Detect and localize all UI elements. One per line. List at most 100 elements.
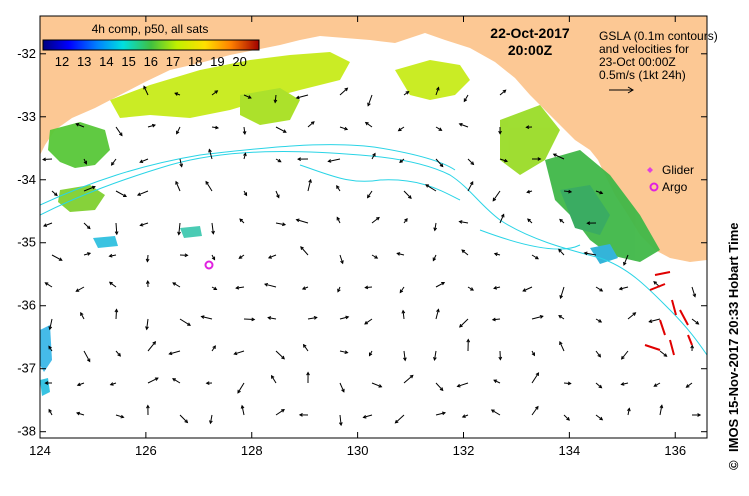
velocity-arrow: [146, 404, 150, 416]
argo-float-marker: [204, 260, 214, 270]
longitude-axis: 124 126 128 130 132 134 136: [29, 16, 686, 458]
velocity-arrow: [48, 345, 53, 352]
velocity-arrow: [264, 282, 277, 288]
velocity-arrow: [371, 216, 380, 224]
velocity-arrow: [76, 411, 85, 416]
lat-tick-label: -32: [17, 46, 36, 61]
velocity-arrow: [145, 280, 150, 288]
velocity-arrow: [467, 286, 475, 291]
velocity-arrow: [42, 157, 53, 162]
velocity-arrow: [233, 350, 245, 356]
velocity-arrow: [659, 404, 664, 416]
velocity-arrow: [433, 222, 438, 232]
velocity-arrow: [307, 121, 315, 128]
velocity-arrow: [179, 253, 189, 258]
velocity-arrow: [499, 158, 509, 163]
velocity-arrow: [339, 350, 349, 354]
velocity-arrow: [275, 126, 287, 133]
glider-legend-label: Glider: [662, 163, 694, 177]
velocity-arrow: [492, 190, 501, 202]
velocity-arrow: [467, 181, 474, 192]
velocity-arrow: [531, 405, 539, 416]
velocity-arrow: [620, 350, 629, 360]
velocity-arrow: [367, 190, 373, 199]
velocity-arrow: [208, 148, 213, 160]
velocity-arrow: [238, 254, 245, 259]
velocity-arrow: [237, 382, 245, 394]
velocity-arrow: [498, 350, 503, 361]
velocity-arrow: [205, 381, 213, 385]
velocity-arrow: [339, 87, 349, 96]
velocity-arrow: [691, 413, 702, 417]
velocity-arrow: [115, 190, 127, 198]
velocity-arrow: [209, 414, 213, 425]
velocity-arrow: [243, 317, 256, 322]
velocity-arrow: [339, 254, 344, 265]
velocity-arrow: [620, 382, 629, 386]
velocity-arrow: [235, 285, 245, 290]
colorbar: [42, 39, 260, 51]
velocity-arrow: [147, 377, 159, 384]
velocity-arrow: [435, 158, 444, 168]
velocity-arrow: [175, 180, 181, 192]
velocity-arrow: [425, 184, 437, 192]
velocity-arrow: [83, 222, 91, 230]
velocity-arrow: [211, 125, 220, 130]
velocity-arrow: [459, 318, 469, 328]
gsla-contours: [40, 144, 707, 356]
velocity-arrow: [275, 222, 287, 227]
velocity-arrow: [51, 254, 63, 261]
velocity-arrow: [558, 248, 565, 256]
lon-tick-label: 136: [664, 443, 686, 458]
velocity-arrow: [115, 414, 125, 419]
velocity-arrow: [499, 213, 505, 224]
velocity-arrow: [298, 413, 309, 417]
velocity-arrow: [499, 89, 507, 96]
velocity-arrow: [147, 341, 157, 352]
glider-legend-icon: [647, 167, 653, 173]
velocity-arrow: [367, 94, 373, 107]
velocity-arrow: [295, 94, 309, 100]
velocity-arrow: [435, 282, 446, 288]
velocity-arrow: [136, 190, 149, 196]
info-line-4: 0.5m/s (1kt 24h): [599, 68, 686, 82]
velocity-arrow: [648, 318, 661, 323]
velocity-arrow: [267, 316, 277, 320]
velocity-arrow: [685, 382, 693, 388]
velocity-arrow: [275, 409, 285, 416]
velocity-arrow: [267, 254, 277, 259]
velocity-arrow: [563, 189, 573, 194]
colorbar-tick-label: 12: [55, 54, 69, 69]
velocity-arrow: [531, 350, 536, 357]
velocity-arrow: [172, 282, 181, 288]
velocity-arrow: [211, 345, 216, 352]
velocity-arrow: [270, 374, 277, 384]
velocity-arrow: [307, 316, 318, 320]
colorbar-tick-label: 19: [210, 54, 224, 69]
velocity-arrow: [75, 123, 85, 128]
velocity-arrows: [42, 85, 702, 427]
colorbar-tick-label: 14: [99, 54, 113, 69]
velocity-arrow: [627, 407, 631, 416]
velocity-arrow: [525, 125, 533, 130]
velocity-arrow: [490, 409, 501, 416]
lat-tick-label: -35: [17, 235, 36, 250]
velocity-arrow: [83, 185, 96, 192]
velocity-arrow: [435, 382, 444, 392]
velocity-arrow: [531, 157, 542, 161]
velocity-arrow: [403, 217, 408, 224]
velocity-arrow: [339, 126, 349, 131]
velocity-arrow: [239, 218, 245, 224]
velocity-arrow: [595, 350, 602, 358]
velocity-arrow: [433, 350, 437, 362]
lon-tick-label: 128: [241, 443, 263, 458]
velocity-arrow: [595, 382, 603, 389]
velocity-arrow: [115, 126, 123, 137]
velocity-arrow: [563, 414, 570, 421]
latitude-axis: -32 -33 -34 -35 -36 -37 -38: [17, 46, 707, 439]
velocity-arrow: [527, 218, 533, 224]
velocity-arrow: [80, 311, 85, 320]
velocity-arrow: [371, 382, 383, 388]
colorbar-title: 4h comp, p50, all sats: [92, 22, 209, 36]
velocity-arrow: [595, 190, 604, 195]
